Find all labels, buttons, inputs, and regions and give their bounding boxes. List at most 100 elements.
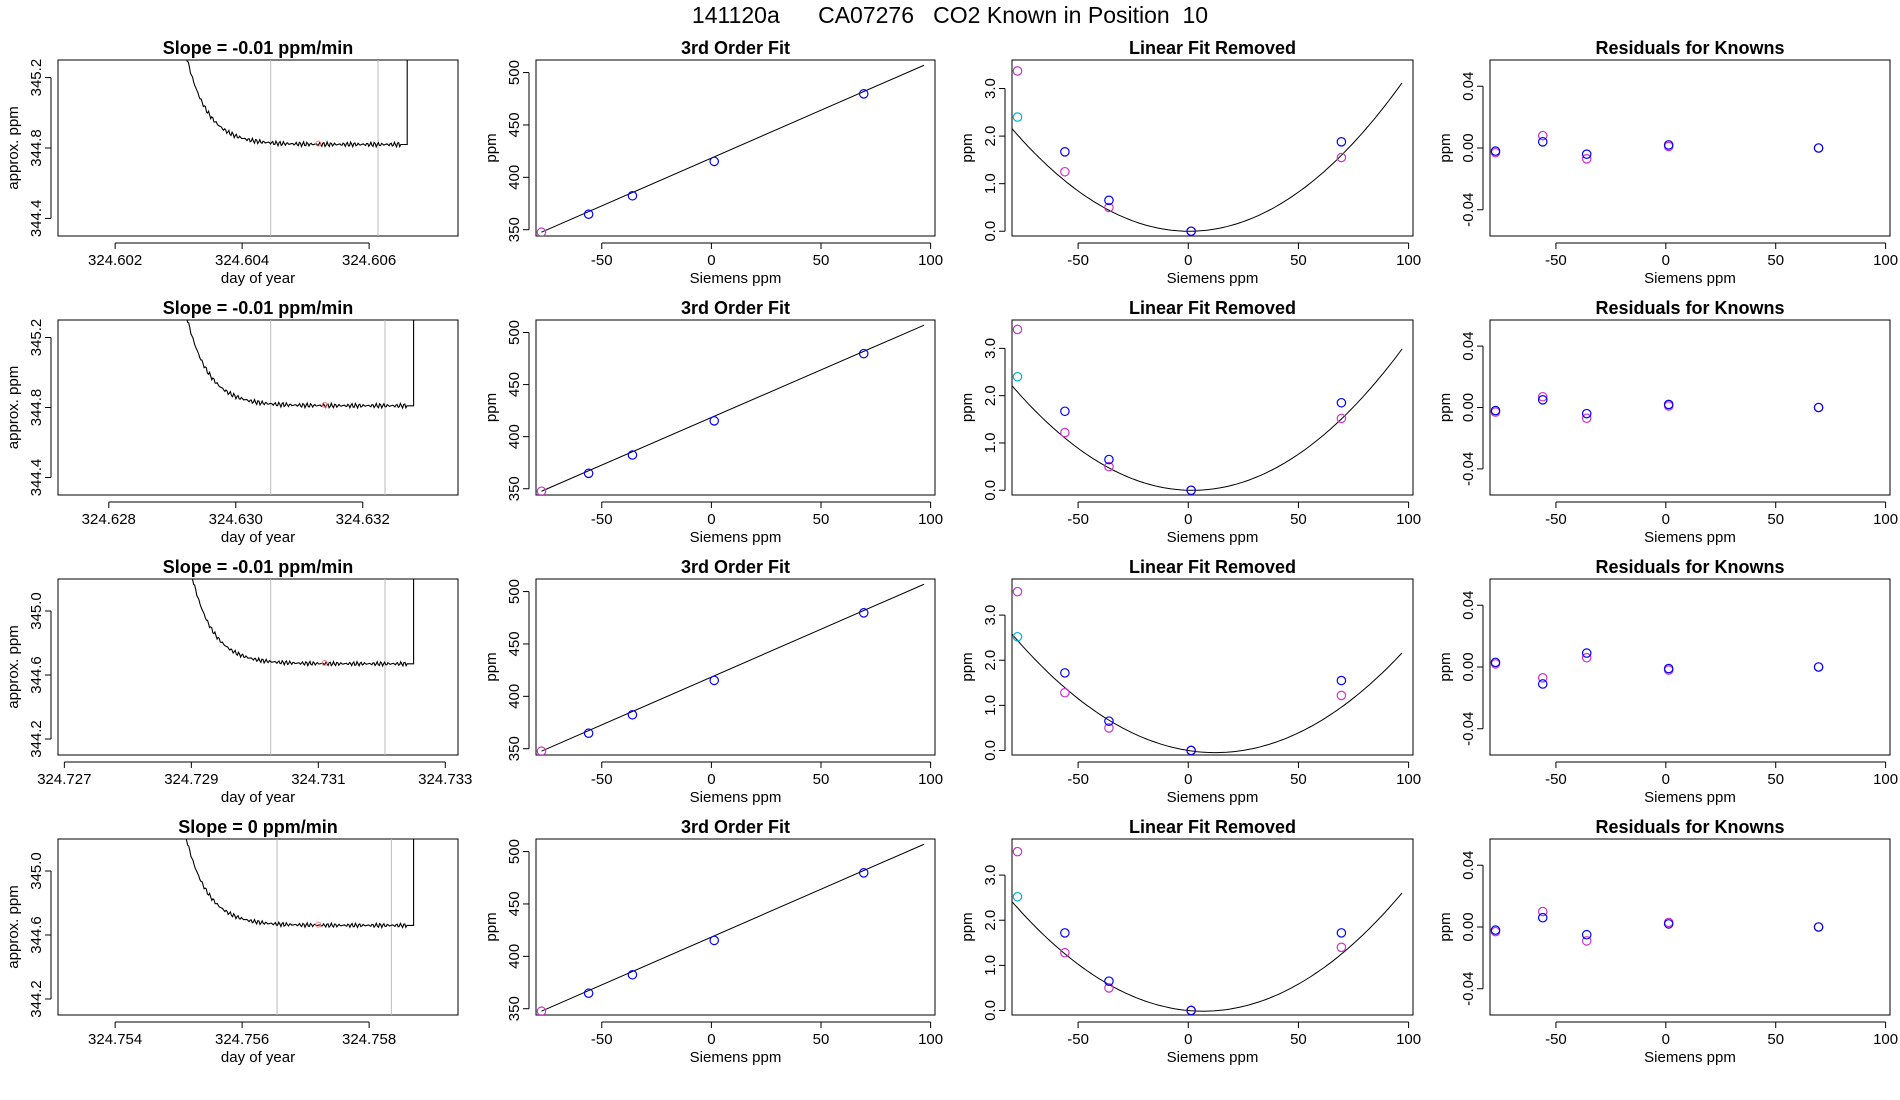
y-tick-label: 3.0 — [982, 605, 999, 626]
fit-line — [541, 324, 925, 492]
x-tick-label: 100 — [1396, 1031, 1421, 1048]
residual-point-magenta — [1537, 906, 1548, 917]
y-axis-label: approx. ppm — [5, 366, 22, 449]
residual-point-blue — [1813, 402, 1824, 413]
plot-r2-c2: 3rd Order Fit -50 0 50 100 Siemens ppm 350 400 4… — [483, 298, 943, 546]
x-tick-label: 0 — [707, 771, 715, 788]
data-point — [709, 156, 720, 167]
data-point — [583, 209, 594, 220]
data-point — [536, 1006, 547, 1015]
y-axis-label: ppm — [959, 652, 976, 681]
y-tick-label: 2.0 — [982, 910, 999, 931]
plot-area — [1012, 66, 1403, 236]
y-tick-label: 400 — [506, 424, 523, 449]
plot-area — [1012, 846, 1403, 1015]
y-tick-label: 344.4 — [28, 459, 45, 497]
x-tick-label: 50 — [1767, 771, 1784, 788]
data-point-magenta — [1060, 687, 1070, 698]
ppm-trace-line — [191, 579, 415, 668]
y-tick-label: 0.00 — [1460, 652, 1477, 681]
x-tick-label: 0 — [1184, 771, 1192, 788]
plot-area — [1490, 648, 1824, 689]
y-tick-label: 1.0 — [982, 955, 999, 976]
data-point-magenta — [1104, 202, 1114, 213]
residual-point-blue — [1813, 143, 1824, 153]
plot-frame — [1489, 319, 1891, 496]
residual-point-magenta — [1581, 413, 1592, 424]
data-point-magenta — [1060, 427, 1070, 438]
data-point — [583, 988, 594, 999]
x-axis-label: Siemens ppm — [1167, 270, 1259, 287]
data-point — [627, 190, 638, 201]
x-tick-label: 324.727 — [37, 771, 91, 788]
x-tick-label: 100 — [918, 771, 943, 788]
residual-point-blue — [1490, 405, 1501, 416]
plot-area — [536, 583, 925, 755]
x-axis-label: Siemens ppm — [1644, 1049, 1736, 1066]
x-tick-label: 0 — [1662, 252, 1670, 269]
x-tick-label: 100 — [918, 252, 943, 269]
y-tick-label: -0.04 — [1460, 193, 1477, 227]
y-tick-label: -0.04 — [1460, 452, 1477, 486]
plot-r3-c4: Residuals for Knowns -50 0 50 100 Siemens ppm… — [1437, 557, 1898, 806]
residual-point-blue — [1663, 919, 1674, 929]
data-point — [627, 709, 638, 720]
y-axis-label: ppm — [483, 133, 500, 162]
y-tick-label: 0.00 — [1460, 912, 1477, 941]
data-point — [858, 89, 869, 99]
data-point-magenta — [1336, 942, 1347, 953]
x-tick-label: 50 — [813, 1031, 830, 1048]
x-tick-label: 324.729 — [164, 771, 218, 788]
residual-point-blue — [1537, 679, 1548, 689]
x-tick-label: 0 — [1662, 511, 1670, 528]
figure-title: 141120a CA07276 CO2 Known in Position 10 — [691, 2, 1209, 28]
plot-area — [1490, 391, 1824, 424]
data-point-blue — [1060, 147, 1070, 157]
x-axis-label: Siemens ppm — [690, 270, 782, 287]
x-tick-label: 324.606 — [342, 252, 396, 269]
x-tick-label: 324.758 — [342, 1031, 396, 1048]
y-axis-label: ppm — [1437, 652, 1454, 681]
y-tick-label: 400 — [506, 165, 523, 190]
data-point-cyan — [1012, 112, 1023, 122]
y-tick-label: -0.04 — [1460, 972, 1477, 1006]
x-axis-label: Siemens ppm — [1167, 789, 1259, 806]
residual-point-blue — [1490, 657, 1501, 668]
y-tick-label: 500 — [506, 60, 523, 85]
data-point — [583, 468, 594, 479]
y-tick-label: 0.0 — [982, 480, 999, 501]
y-tick-label: 344.6 — [28, 916, 45, 954]
plot-r2-c4: Residuals for Knowns -50 0 50 100 Siemens ppm… — [1437, 298, 1898, 546]
plot-title: 3rd Order Fit — [681, 557, 790, 577]
y-tick-label: 0.0 — [982, 1000, 999, 1021]
y-tick-label: 0.0 — [982, 221, 999, 242]
y-axis-label: approx. ppm — [5, 106, 22, 189]
data-point-blue — [1336, 137, 1347, 147]
plot-title: Residuals for Knowns — [1595, 817, 1784, 837]
residual-point-blue — [1537, 137, 1548, 147]
data-point-magenta — [1012, 586, 1023, 597]
x-tick-label: 0 — [1184, 252, 1192, 269]
y-tick-label: 345.2 — [28, 59, 45, 97]
y-tick-label: 1.0 — [982, 173, 999, 194]
y-axis-label: ppm — [483, 393, 500, 422]
plot-title: Slope = -0.01 ppm/min — [163, 557, 354, 577]
plot-frame — [57, 59, 459, 237]
x-axis-label: Siemens ppm — [1644, 789, 1736, 806]
y-tick-label: 500 — [506, 320, 523, 345]
x-tick-label: 50 — [813, 511, 830, 528]
x-tick-label: -50 — [1067, 771, 1089, 788]
residual-point-magenta — [1537, 391, 1548, 402]
x-tick-label: 100 — [918, 511, 943, 528]
x-tick-label: 100 — [1396, 252, 1421, 269]
y-tick-label: 344.2 — [28, 720, 45, 758]
data-point-blue — [1060, 928, 1070, 938]
plot-frame — [535, 59, 936, 237]
plot-area — [1012, 324, 1403, 495]
x-tick-label: 50 — [1767, 252, 1784, 269]
data-point-blue — [1336, 928, 1347, 938]
mean-marker — [315, 140, 322, 147]
plot-title: Slope = -0.01 ppm/min — [163, 38, 354, 58]
y-tick-label: 0.04 — [1460, 331, 1477, 360]
quadratic-fit-curve — [1012, 348, 1403, 491]
